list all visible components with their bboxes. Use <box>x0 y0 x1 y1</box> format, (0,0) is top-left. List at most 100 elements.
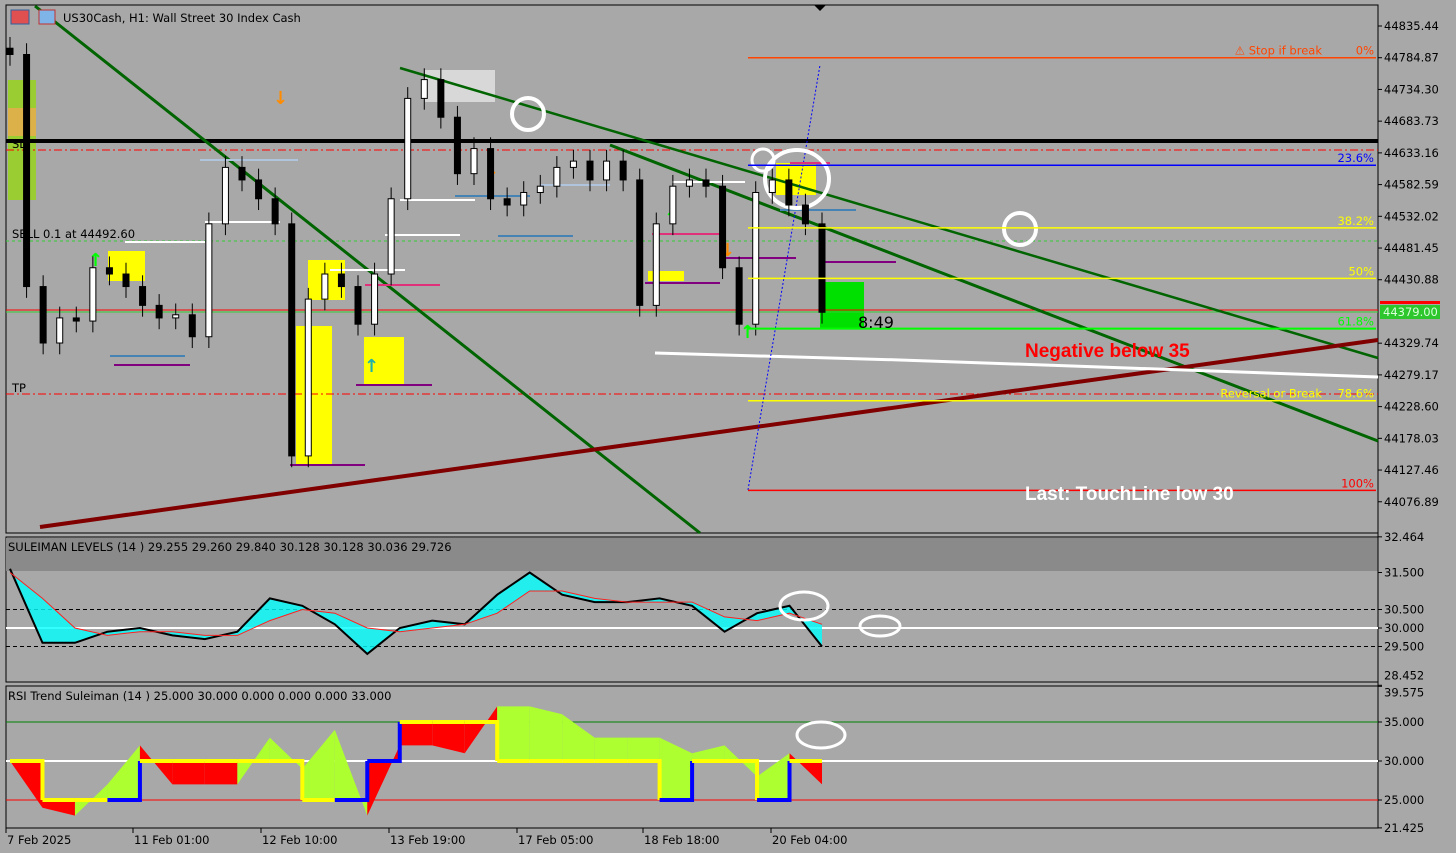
candle <box>89 267 97 322</box>
tp-label: TP <box>11 381 26 395</box>
candle <box>619 160 627 181</box>
rsi-area <box>302 729 335 800</box>
candle <box>735 267 743 325</box>
candle <box>719 185 727 269</box>
candle <box>453 116 461 175</box>
candle <box>139 286 147 306</box>
rsi-area <box>399 722 433 746</box>
trendline-darkred[interactable] <box>39 338 1379 529</box>
candle <box>404 97 412 200</box>
fibonacci-levels[interactable]: 0% ⚠ Stop if break 23.6% 38.2% 50% 61.8% 78.6%… <box>748 44 1376 492</box>
highlight-circle[interactable] <box>1002 211 1038 247</box>
rsi-area <box>42 800 75 816</box>
price-axis[interactable]: 44835.44 44784.87 44734.30 44683.73 44633.16… <box>1378 19 1439 509</box>
candle <box>387 198 395 275</box>
rsi-area <box>659 737 693 800</box>
highlight-circle[interactable] <box>763 148 831 210</box>
highlight-circle[interactable] <box>750 147 776 173</box>
time-tick-label: 18 Feb 18:00 <box>644 833 719 847</box>
rsi-area <box>594 737 628 761</box>
rsi-area <box>107 745 140 800</box>
tick-label: 25.000 <box>1384 793 1424 807</box>
tick-label: 31.500 <box>1384 566 1424 580</box>
price-tick-label: 44430.88 <box>1384 273 1439 287</box>
highlight-circle[interactable] <box>795 720 847 750</box>
fib-level-label: ⚠ Stop if break <box>1235 44 1323 58</box>
fib-level-pct: 23.6% <box>1337 151 1374 165</box>
trend-step-line <box>627 759 662 800</box>
time-tick-label: 17 Feb 05:00 <box>518 833 593 847</box>
price-tick-label: 44582.59 <box>1384 178 1439 192</box>
candle <box>205 223 213 338</box>
tick-label: 32.464 <box>1384 530 1424 544</box>
highlight-circle[interactable] <box>858 614 902 638</box>
price-tick-label: 44633.16 <box>1384 146 1439 160</box>
rsi-area <box>334 729 368 816</box>
candle <box>669 185 677 225</box>
chart-shift-marker[interactable] <box>814 5 826 11</box>
candle <box>702 179 710 187</box>
candle <box>105 267 113 275</box>
rsi-trend-plot: 39.575 35.000 30.000 25.000 21.425 <box>6 685 1424 835</box>
trendline-white[interactable] <box>654 351 1379 379</box>
price-tick-label: 44683.73 <box>1384 114 1439 128</box>
oscillator-line <box>9 568 823 656</box>
rsi-area <box>464 706 498 754</box>
price-tick-label: 44784.87 <box>1384 51 1439 65</box>
buy-arrow-icon: ↑ <box>740 322 755 343</box>
suleiman-levels-plot: 32.464 31.500 30.500 30.000 29.500 28.452 <box>6 530 1424 686</box>
current-bar-box[interactable] <box>820 282 864 328</box>
last-annotation[interactable]: Last: TouchLine low 30 <box>1025 484 1234 505</box>
time-tick-label: 11 Feb 01:00 <box>134 833 209 847</box>
candle <box>23 53 31 288</box>
rsi-area <box>432 722 465 754</box>
candle <box>371 273 379 325</box>
fib-level-label: Reversal or Break <box>1220 387 1322 401</box>
price-tick-label: 44279.17 <box>1384 368 1439 382</box>
candle <box>6 47 14 55</box>
negative-annotation[interactable]: Negative below 35 <box>1025 341 1190 362</box>
candle <box>536 185 544 193</box>
time-tick-label: 20 Feb 04:00 <box>772 833 847 847</box>
price-tick-label: 44076.89 <box>1384 495 1439 509</box>
candle <box>685 179 693 187</box>
price-tick-label: 44835.44 <box>1384 19 1439 33</box>
candle <box>337 273 345 288</box>
candle <box>636 179 644 306</box>
highlight-circle[interactable] <box>778 590 830 622</box>
price-tick-label: 44329.74 <box>1384 336 1439 350</box>
price-tick-label: 44228.60 <box>1384 400 1439 414</box>
candle <box>271 198 279 225</box>
zone-box[interactable] <box>364 337 404 385</box>
tick-label: 28.452 <box>1384 668 1424 682</box>
ask-price-marker <box>1380 301 1440 304</box>
time-tick-label: 12 Feb 10:00 <box>262 833 337 847</box>
candle <box>586 160 594 181</box>
zone-box[interactable] <box>296 326 332 465</box>
save-template-icon[interactable] <box>38 9 56 25</box>
current-price-text: 44379.00 <box>1383 305 1438 319</box>
zone-box[interactable] <box>648 271 684 281</box>
rsi-area <box>757 753 790 800</box>
highlight-circle[interactable] <box>510 96 546 132</box>
candle <box>56 317 64 344</box>
rsi-area <box>204 761 238 785</box>
chart-title: US30Cash, H1: Wall Street 30 Index Cash <box>63 11 301 25</box>
fib-level-pct: 50% <box>1348 264 1374 278</box>
time-axis[interactable]: 7 Feb 2025 11 Feb 01:00 12 Feb 10:00 13 Feb… <box>5 828 847 847</box>
candle <box>122 273 130 288</box>
candle <box>752 191 760 325</box>
candle <box>39 286 47 344</box>
tick-label: 30.000 <box>1384 754 1424 768</box>
trendline-green[interactable] <box>609 143 1379 443</box>
trendline-green[interactable] <box>399 66 1379 360</box>
fib-level-pct: 61.8% <box>1337 315 1374 329</box>
rsi-area <box>627 737 660 761</box>
profile-bar <box>8 136 36 200</box>
candle <box>437 79 445 118</box>
sell-order-label[interactable]: SELL 0.1 at 44492.60 <box>12 227 135 241</box>
window-title-bar: US30Cash, H1: Wall Street 30 Index Cash <box>10 9 301 25</box>
main-chart-pane[interactable] <box>5 4 1379 534</box>
chart-window-icon[interactable] <box>10 9 30 25</box>
